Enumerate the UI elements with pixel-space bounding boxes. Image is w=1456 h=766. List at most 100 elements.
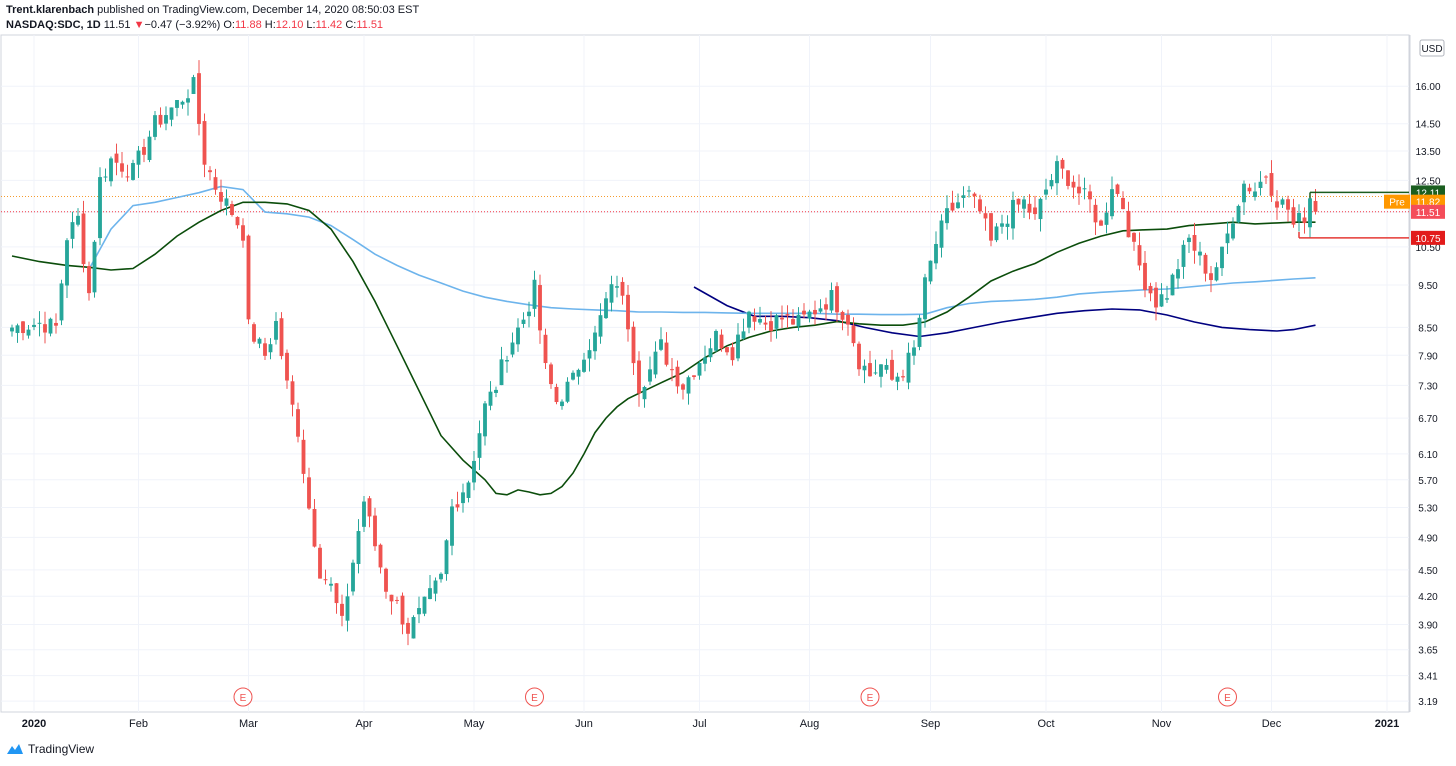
candle-body <box>329 583 333 586</box>
author-name[interactable]: Trent.klarenbach <box>6 4 95 16</box>
candle-body <box>1148 286 1153 294</box>
candle-body <box>664 342 669 365</box>
candle-body <box>274 320 278 340</box>
tradingview-logo-icon[interactable] <box>6 742 24 756</box>
candle-body <box>158 114 163 125</box>
candle-body <box>1049 180 1054 187</box>
candle-body <box>642 386 647 400</box>
candle-body <box>230 204 234 215</box>
candle-body <box>1264 176 1268 178</box>
horizontal-levels[interactable] <box>1298 191 1409 239</box>
price-tick-label: 4.20 <box>1418 592 1438 603</box>
price-axis[interactable]: 16.0014.5013.5012.5011.5010.509.508.507.… <box>1415 82 1440 708</box>
candle-body <box>65 240 69 286</box>
price-tick-label: 10.50 <box>1415 243 1440 254</box>
time-tick-label: Sep <box>921 718 941 730</box>
candle-body <box>384 568 388 592</box>
candle-body <box>637 360 641 394</box>
candle-body <box>780 317 784 320</box>
candle-body <box>76 215 80 225</box>
candle-body <box>164 115 168 124</box>
candle-body <box>103 176 108 178</box>
candle-body <box>1236 205 1241 223</box>
price-label-badge <box>1411 230 1445 245</box>
price-change: −0.47 (−3.92%) <box>144 19 221 31</box>
candle-body <box>1104 212 1109 225</box>
candle-body <box>323 579 328 581</box>
candle-body <box>32 324 36 327</box>
candle-body <box>1258 181 1263 188</box>
candle-body <box>246 235 251 320</box>
candle-body <box>868 363 872 377</box>
time-axis[interactable]: 2020 Feb Mar Apr May Jun Jul Aug Sep Oct Nov Dec 202… <box>22 718 1399 730</box>
candle-body <box>1044 189 1048 195</box>
candle-body <box>1165 298 1169 300</box>
candle-body <box>10 327 14 332</box>
time-tick-label: Dec <box>1262 718 1282 730</box>
time-tick-label: 2020 <box>22 718 46 730</box>
candle-body <box>252 324 256 342</box>
candle-body <box>340 603 344 616</box>
chart-header: Trent.klarenbach published on TradingVie… <box>6 3 419 33</box>
time-tick-label: 2021 <box>1375 718 1399 730</box>
candle-body <box>472 460 476 483</box>
time-tick-label: Oct <box>1037 718 1054 730</box>
currency-badge[interactable] <box>1419 39 1445 57</box>
candle-body <box>692 375 696 377</box>
candle-body <box>411 617 416 639</box>
candle-body <box>763 322 768 325</box>
high-label: H: <box>264 19 276 31</box>
candle-body <box>1159 294 1164 307</box>
candle-body <box>983 213 988 219</box>
candle-body <box>818 308 823 312</box>
candle-body <box>318 547 322 579</box>
candle-body <box>890 359 894 380</box>
candle-body <box>208 170 212 173</box>
symbol-label[interactable]: NASDAQ:SDC, 1D <box>6 19 101 31</box>
candle-body <box>1016 198 1021 205</box>
candle-body <box>1225 233 1230 244</box>
candle-body <box>994 226 999 241</box>
candle-body <box>455 504 460 508</box>
candle-body <box>1308 198 1312 228</box>
candle-body <box>967 190 971 192</box>
candle-body <box>989 213 993 241</box>
candle-body <box>505 360 509 362</box>
candle-body <box>142 146 146 155</box>
candle-body <box>1088 191 1092 200</box>
moving-averages <box>11 185 1316 496</box>
price-tick-label: 3.65 <box>1418 646 1438 657</box>
candle-body <box>972 193 977 197</box>
plot-area[interactable] <box>0 34 1410 713</box>
candle-body <box>1022 199 1026 209</box>
candle-body <box>1181 244 1186 267</box>
candle-body <box>48 318 53 334</box>
candle-body <box>1242 183 1246 203</box>
candle-body <box>747 311 751 328</box>
candle-body <box>840 311 845 320</box>
price-label-text: 11.51 <box>1416 208 1441 219</box>
candle-body <box>538 285 542 331</box>
candle-body <box>923 277 927 320</box>
candle-body <box>406 622 410 634</box>
brand-name[interactable]: TradingView <box>28 742 95 756</box>
candle-body <box>81 213 86 265</box>
candle-body <box>1082 188 1087 190</box>
candle-body <box>802 310 806 315</box>
candle-body <box>807 311 812 319</box>
candle-body <box>554 386 559 403</box>
candle-body <box>307 477 311 509</box>
candle-body <box>345 596 350 621</box>
candle-body <box>235 216 240 226</box>
candle-body <box>186 98 190 103</box>
candle-body <box>1099 220 1103 226</box>
candle-body <box>928 260 933 282</box>
candle-body <box>147 136 152 160</box>
candle-body <box>1170 274 1175 296</box>
candle-body <box>659 339 663 350</box>
candle-body <box>400 595 405 625</box>
candle-body <box>1126 210 1131 238</box>
